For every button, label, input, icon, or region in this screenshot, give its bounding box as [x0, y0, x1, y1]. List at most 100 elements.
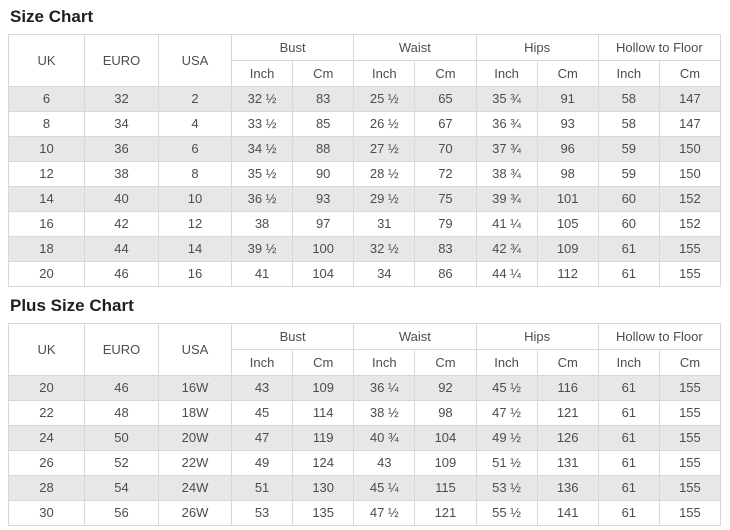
- table-cell: 45 ½: [475, 375, 538, 401]
- table-cell: 44 ¼: [475, 261, 538, 287]
- table-cell: 35 ½: [230, 161, 294, 187]
- table-cell: 34: [84, 111, 159, 137]
- column-header-waist-cm: Cm: [414, 60, 477, 87]
- table-cell: 34: [353, 261, 416, 287]
- table-cell: 51 ½: [475, 450, 538, 476]
- table-cell: 83: [292, 86, 355, 112]
- plus-size-chart-table: UK EURO USA Bust Waist Hips Hollow to Fl…: [8, 323, 722, 526]
- table-cell: 22: [8, 400, 85, 426]
- table-cell: 109: [292, 375, 355, 401]
- table-row: 12 38 8 35 ½ 90 28 ½ 72 38 ¾ 98 59 150: [8, 161, 722, 187]
- table-cell: 61: [597, 375, 660, 401]
- table-cell: 86: [414, 261, 477, 287]
- column-header-bust-inch: Inch: [230, 60, 294, 87]
- table-cell: 34 ½: [230, 136, 294, 162]
- column-group-waist: Waist: [353, 323, 477, 350]
- table-cell: 136: [536, 475, 599, 501]
- table-cell: 60: [597, 211, 660, 237]
- table-cell: 36 ¼: [353, 375, 416, 401]
- table-cell: 61: [597, 500, 660, 526]
- table-cell: 4: [158, 111, 232, 137]
- table-cell: 56: [84, 500, 159, 526]
- table-row: 26 52 22W 49 124 43 109 51 ½ 131 61 155: [8, 450, 722, 476]
- table-cell: 36: [84, 136, 159, 162]
- table-cell: 59: [597, 136, 660, 162]
- table-cell: 6: [8, 86, 85, 112]
- table-row: 18 44 14 39 ½ 100 32 ½ 83 42 ¾ 109 61 155: [8, 236, 722, 262]
- table-cell: 61: [597, 400, 660, 426]
- plus-size-chart-table-header: UK EURO USA Bust Waist Hips Hollow to Fl…: [8, 323, 722, 376]
- table-cell: 97: [292, 211, 355, 237]
- table-row: 28 54 24W 51 130 45 ¼ 115 53 ½ 136 61 155: [8, 475, 722, 501]
- table-cell: 16: [8, 211, 85, 237]
- table-cell: 147: [658, 86, 722, 112]
- column-header-euro: EURO: [84, 34, 159, 87]
- table-cell: 112: [536, 261, 599, 287]
- column-header-hips-cm: Cm: [536, 349, 599, 376]
- column-header-waist-cm: Cm: [414, 349, 477, 376]
- table-cell: 61: [597, 475, 660, 501]
- table-cell: 36 ½: [230, 186, 294, 212]
- table-cell: 50: [84, 425, 159, 451]
- column-header-uk: UK: [8, 323, 85, 376]
- column-header-usa: USA: [158, 34, 232, 87]
- table-cell: 75: [414, 186, 477, 212]
- table-row: 14 40 10 36 ½ 93 29 ½ 75 39 ¾ 101 60 152: [8, 186, 722, 212]
- table-cell: 37 ¾: [475, 136, 538, 162]
- table-cell: 41 ¼: [475, 211, 538, 237]
- table-cell: 119: [292, 425, 355, 451]
- table-cell: 30: [8, 500, 85, 526]
- table-cell: 14: [158, 236, 232, 262]
- table-cell: 35 ¾: [475, 86, 538, 112]
- column-header-hips-inch: Inch: [475, 349, 538, 376]
- table-cell: 70: [414, 136, 477, 162]
- plus-size-chart-title: Plus Size Chart: [10, 296, 134, 315]
- column-header-bust-inch: Inch: [230, 349, 294, 376]
- column-group-hollow-to-floor: Hollow to Floor: [597, 323, 722, 350]
- table-cell: 43: [353, 450, 416, 476]
- table-cell: 6: [158, 136, 232, 162]
- table-cell: 152: [658, 211, 722, 237]
- table-cell: 42: [84, 211, 159, 237]
- table-cell: 32: [84, 86, 159, 112]
- table-cell: 41: [230, 261, 294, 287]
- table-cell: 90: [292, 161, 355, 187]
- table-cell: 32 ½: [230, 86, 294, 112]
- table-cell: 131: [536, 450, 599, 476]
- table-cell: 65: [414, 86, 477, 112]
- table-cell: 16: [158, 261, 232, 287]
- table-cell: 40: [84, 186, 159, 212]
- table-row: 10 36 6 34 ½ 88 27 ½ 70 37 ¾ 96 59 150: [8, 136, 722, 162]
- table-cell: 44: [84, 236, 159, 262]
- table-cell: 67: [414, 111, 477, 137]
- table-cell: 121: [414, 500, 477, 526]
- table-cell: 39 ½: [230, 236, 294, 262]
- table-cell: 20: [8, 261, 85, 287]
- column-header-hollow-cm: Cm: [658, 349, 722, 376]
- column-group-bust: Bust: [230, 323, 355, 350]
- table-cell: 49: [230, 450, 294, 476]
- table-cell: 155: [658, 375, 722, 401]
- table-cell: 45: [230, 400, 294, 426]
- table-cell: 53 ½: [475, 475, 538, 501]
- column-header-hollow-cm: Cm: [658, 60, 722, 87]
- table-cell: 12: [158, 211, 232, 237]
- table-cell: 2: [158, 86, 232, 112]
- table-cell: 55 ½: [475, 500, 538, 526]
- table-cell: 155: [658, 236, 722, 262]
- table-cell: 104: [414, 425, 477, 451]
- table-cell: 51: [230, 475, 294, 501]
- table-cell: 52: [84, 450, 159, 476]
- column-group-hips: Hips: [475, 323, 599, 350]
- column-header-euro: EURO: [84, 323, 159, 376]
- table-cell: 10: [158, 186, 232, 212]
- table-row: 22 48 18W 45 114 38 ½ 98 47 ½ 121 61 155: [8, 400, 722, 426]
- size-chart-table-header: UK EURO USA Bust Waist Hips Hollow to Fl…: [8, 34, 722, 87]
- table-cell: 109: [536, 236, 599, 262]
- column-header-waist-inch: Inch: [353, 60, 416, 87]
- table-cell: 109: [414, 450, 477, 476]
- table-cell: 32 ½: [353, 236, 416, 262]
- table-row: 6 32 2 32 ½ 83 25 ½ 65 35 ¾ 91 58 147: [8, 86, 722, 112]
- column-header-hollow-inch: Inch: [597, 349, 660, 376]
